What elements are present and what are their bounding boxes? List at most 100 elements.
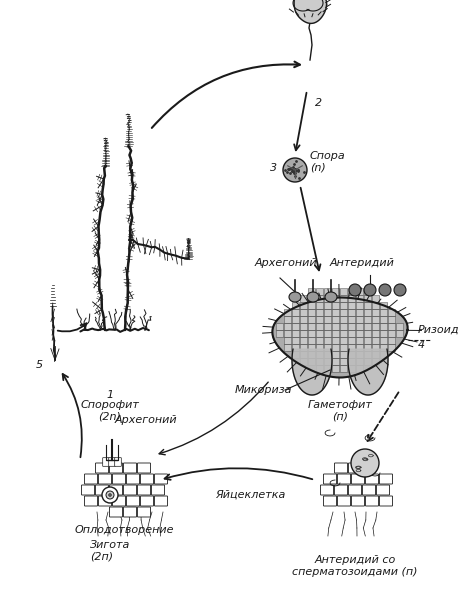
FancyBboxPatch shape	[324, 359, 331, 365]
FancyBboxPatch shape	[300, 310, 307, 316]
FancyBboxPatch shape	[324, 289, 331, 295]
FancyBboxPatch shape	[320, 485, 333, 495]
Ellipse shape	[306, 292, 318, 302]
FancyBboxPatch shape	[300, 344, 307, 351]
Polygon shape	[291, 349, 331, 395]
FancyBboxPatch shape	[347, 310, 355, 316]
FancyBboxPatch shape	[331, 317, 339, 323]
FancyBboxPatch shape	[151, 485, 164, 495]
FancyBboxPatch shape	[355, 359, 363, 365]
Ellipse shape	[325, 292, 336, 302]
FancyBboxPatch shape	[355, 310, 363, 316]
FancyBboxPatch shape	[347, 323, 355, 330]
FancyBboxPatch shape	[284, 344, 291, 351]
FancyBboxPatch shape	[355, 365, 363, 372]
FancyBboxPatch shape	[154, 474, 167, 484]
FancyBboxPatch shape	[355, 331, 363, 337]
FancyBboxPatch shape	[291, 317, 299, 323]
FancyBboxPatch shape	[347, 296, 355, 302]
FancyBboxPatch shape	[337, 496, 350, 506]
FancyBboxPatch shape	[355, 338, 363, 344]
Circle shape	[282, 158, 306, 182]
Circle shape	[393, 284, 405, 296]
FancyBboxPatch shape	[371, 338, 379, 344]
FancyBboxPatch shape	[291, 331, 299, 337]
FancyBboxPatch shape	[340, 310, 347, 316]
FancyBboxPatch shape	[364, 310, 371, 316]
FancyBboxPatch shape	[300, 296, 307, 302]
FancyBboxPatch shape	[340, 359, 347, 365]
FancyBboxPatch shape	[315, 338, 323, 344]
FancyBboxPatch shape	[291, 310, 299, 316]
FancyBboxPatch shape	[371, 331, 379, 337]
FancyBboxPatch shape	[324, 338, 331, 344]
FancyBboxPatch shape	[355, 344, 363, 351]
FancyBboxPatch shape	[81, 485, 94, 495]
Text: Микориза: Микориза	[235, 385, 292, 395]
FancyBboxPatch shape	[347, 344, 355, 351]
FancyBboxPatch shape	[371, 310, 379, 316]
FancyBboxPatch shape	[340, 323, 347, 330]
Polygon shape	[347, 349, 387, 395]
FancyBboxPatch shape	[323, 474, 336, 484]
Text: Спорофит
(2n): Спорофит (2n)	[80, 400, 139, 422]
FancyBboxPatch shape	[140, 496, 153, 506]
Text: Гаметофит
(п): Гаметофит (п)	[307, 400, 372, 422]
FancyBboxPatch shape	[308, 296, 315, 302]
Text: Зигота
(2п): Зигота (2п)	[90, 540, 130, 562]
FancyBboxPatch shape	[112, 496, 125, 506]
FancyBboxPatch shape	[84, 496, 97, 506]
FancyBboxPatch shape	[109, 463, 122, 473]
FancyBboxPatch shape	[365, 496, 378, 506]
Text: 5: 5	[36, 360, 43, 370]
Polygon shape	[293, 0, 326, 23]
FancyBboxPatch shape	[284, 331, 291, 337]
FancyBboxPatch shape	[337, 474, 350, 484]
FancyBboxPatch shape	[387, 317, 395, 323]
FancyBboxPatch shape	[324, 344, 331, 351]
FancyBboxPatch shape	[380, 344, 387, 351]
FancyBboxPatch shape	[364, 331, 371, 337]
FancyBboxPatch shape	[98, 474, 111, 484]
FancyBboxPatch shape	[300, 302, 307, 310]
FancyBboxPatch shape	[331, 310, 339, 316]
FancyBboxPatch shape	[331, 289, 339, 295]
FancyBboxPatch shape	[351, 474, 364, 484]
FancyBboxPatch shape	[126, 474, 139, 484]
FancyBboxPatch shape	[371, 352, 379, 358]
FancyBboxPatch shape	[331, 296, 339, 302]
FancyBboxPatch shape	[308, 352, 315, 358]
FancyBboxPatch shape	[347, 359, 355, 365]
FancyBboxPatch shape	[315, 317, 323, 323]
FancyBboxPatch shape	[331, 338, 339, 344]
FancyBboxPatch shape	[315, 296, 323, 302]
FancyBboxPatch shape	[300, 338, 307, 344]
FancyBboxPatch shape	[371, 344, 379, 351]
FancyBboxPatch shape	[98, 496, 111, 506]
FancyBboxPatch shape	[275, 331, 283, 337]
FancyBboxPatch shape	[315, 365, 323, 372]
Ellipse shape	[288, 292, 300, 302]
FancyBboxPatch shape	[324, 365, 331, 372]
Text: Яйцеклетка: Яйцеклетка	[214, 490, 285, 500]
FancyBboxPatch shape	[315, 359, 323, 365]
FancyBboxPatch shape	[112, 474, 125, 484]
FancyBboxPatch shape	[387, 310, 395, 316]
FancyBboxPatch shape	[334, 463, 347, 473]
Polygon shape	[272, 298, 407, 377]
Text: 3: 3	[269, 163, 276, 173]
FancyBboxPatch shape	[154, 496, 167, 506]
FancyBboxPatch shape	[109, 485, 122, 495]
FancyBboxPatch shape	[123, 485, 136, 495]
Text: Оплодотворение: Оплодотворение	[75, 525, 174, 535]
Text: 2: 2	[314, 98, 321, 108]
FancyBboxPatch shape	[355, 323, 363, 330]
FancyBboxPatch shape	[308, 359, 315, 365]
FancyBboxPatch shape	[315, 302, 323, 310]
FancyBboxPatch shape	[308, 310, 315, 316]
FancyBboxPatch shape	[340, 302, 347, 310]
FancyBboxPatch shape	[291, 352, 299, 358]
FancyBboxPatch shape	[347, 352, 355, 358]
FancyBboxPatch shape	[300, 352, 307, 358]
Text: Ризоиды: Ризоиды	[417, 325, 459, 335]
